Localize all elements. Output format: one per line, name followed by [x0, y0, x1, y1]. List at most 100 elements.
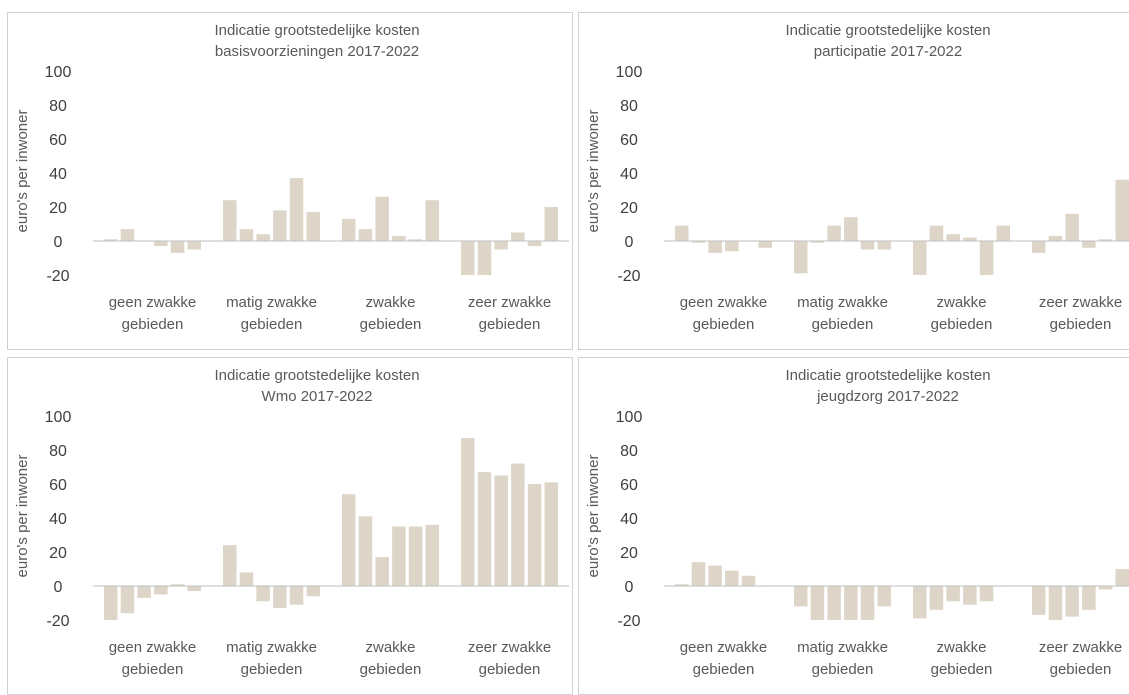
- participatie-bar-2-0: [913, 241, 927, 275]
- wmo-bar-0-3: [154, 586, 168, 595]
- jeugdzorg-y-tick-0: 0: [625, 579, 634, 596]
- wmo-category-label-3-1: gebieden: [479, 661, 541, 678]
- basisvoorzieningen-y-tick--20: -20: [46, 268, 69, 285]
- jeugdzorg-bar-2-0: [913, 586, 927, 618]
- basisvoorzieningen-category-label-2-0: zwakke: [365, 294, 415, 311]
- basisvoorzieningen-bar-2-3: [392, 236, 406, 241]
- participatie-y-tick-0: 0: [625, 234, 634, 251]
- wmo-y-tick--20: -20: [46, 613, 69, 630]
- wmo-y-axis-label: euro's per inwoner: [14, 455, 31, 578]
- participatie-bar-2-3: [963, 238, 977, 241]
- jeugdzorg-bar-3-0: [1032, 586, 1046, 615]
- basisvoorzieningen-bar-3-3: [511, 233, 524, 242]
- chart-panel-jeugdzorg: Indicatie grootstedelijke kosten jeugdzor…: [578, 357, 1129, 695]
- jeugdzorg-category-label-0-1: gebieden: [693, 661, 755, 678]
- participatie-y-tick-80: 80: [620, 98, 638, 115]
- jeugdzorg-bar-2-1: [930, 586, 944, 610]
- basisvoorzieningen-bar-2-0: [342, 219, 356, 241]
- basisvoorzieningen-category-label-0-1: gebieden: [122, 316, 184, 333]
- wmo-bar-3-3: [511, 464, 524, 586]
- basisvoorzieningen-y-tick-100: 100: [45, 64, 72, 81]
- participatie-y-tick-20: 20: [620, 200, 638, 217]
- wmo-y-tick-80: 80: [49, 443, 67, 460]
- participatie-bar-3-2: [1065, 214, 1079, 241]
- participatie-bar-2-4: [980, 241, 994, 275]
- wmo-bar-0-5: [188, 586, 202, 591]
- jeugdzorg-y-tick-80: 80: [620, 443, 638, 460]
- participatie-bar-3-0: [1032, 241, 1046, 253]
- participatie-bar-2-1: [930, 226, 944, 241]
- basisvoorzieningen-category-label-1-0: matig zwakke: [226, 294, 317, 311]
- wmo-bar-0-0: [104, 586, 118, 620]
- wmo-category-label-3-0: zeer zwakke: [468, 639, 551, 656]
- participatie-category-label-2-1: gebieden: [931, 316, 993, 333]
- wmo-bar-2-1: [359, 516, 373, 586]
- basisvoorzieningen-bar-0-4: [171, 241, 185, 253]
- jeugdzorg-bar-1-5: [878, 586, 892, 606]
- jeugdzorg-category-label-0-0: geen zwakke: [680, 639, 768, 656]
- basisvoorzieningen-bar-1-0: [223, 200, 237, 241]
- jeugdzorg-bar-1-4: [861, 586, 875, 620]
- wmo-bar-1-5: [307, 586, 321, 596]
- participatie-category-label-1-0: matig zwakke: [797, 294, 888, 311]
- wmo-bar-3-2: [494, 476, 508, 587]
- jeugdzorg-bar-1-1: [811, 586, 825, 620]
- basisvoorzieningen-bar-0-5: [188, 241, 202, 250]
- jeugdzorg-bar-3-4: [1099, 586, 1113, 589]
- participatie-y-tick--20: -20: [617, 268, 640, 285]
- jeugdzorg-bar-3-3: [1082, 586, 1096, 610]
- basisvoorzieningen-category-label-3-0: zeer zwakke: [468, 294, 551, 311]
- jeugdzorg-category-label-3-1: gebieden: [1050, 661, 1112, 678]
- basisvoorzieningen-bar-1-5: [307, 212, 321, 241]
- wmo-y-tick-40: 40: [49, 511, 67, 528]
- jeugdzorg-bar-0-3: [725, 571, 739, 586]
- wmo-category-label-0-1: gebieden: [122, 661, 184, 678]
- participatie-bar-0-2: [708, 241, 722, 253]
- wmo-bar-0-1: [121, 586, 135, 613]
- participatie-bar-1-0: [794, 241, 808, 273]
- participatie-category-label-0-1: gebieden: [693, 316, 755, 333]
- wmo-title-line-1: Wmo 2017-2022: [262, 388, 373, 405]
- basisvoorzieningen-y-tick-20: 20: [49, 200, 67, 217]
- wmo-bar-2-2: [375, 557, 389, 586]
- basisvoorzieningen-bar-3-4: [528, 241, 542, 246]
- participatie-category-label-0-0: geen zwakke: [680, 294, 768, 311]
- basisvoorzieningen-bar-1-1: [240, 229, 254, 241]
- basisvoorzieningen-y-tick-80: 80: [49, 98, 67, 115]
- jeugdzorg-title-line-1: jeugdzorg 2017-2022: [816, 388, 959, 405]
- participatie-y-tick-60: 60: [620, 132, 638, 149]
- participatie-bar-1-3: [844, 217, 858, 241]
- participatie-bar-1-4: [861, 241, 875, 250]
- basisvoorzieningen-y-tick-0: 0: [54, 234, 63, 251]
- wmo-bar-1-1: [240, 572, 254, 586]
- basisvoorzieningen-bar-2-2: [375, 197, 389, 241]
- basisvoorzieningen-bar-3-2: [494, 241, 508, 250]
- wmo-category-label-0-0: geen zwakke: [109, 639, 197, 656]
- jeugdzorg-y-tick-20: 20: [620, 545, 638, 562]
- chart-participatie: Indicatie grootstedelijke kostenparticip…: [579, 13, 1129, 350]
- jeugdzorg-bar-1-0: [794, 586, 808, 606]
- participatie-title-line-0: Indicatie grootstedelijke kosten: [785, 22, 990, 39]
- wmo-category-label-1-1: gebieden: [241, 661, 303, 678]
- jeugdzorg-y-axis-label: euro's per inwoner: [585, 455, 602, 578]
- participatie-bar-0-0: [675, 226, 689, 241]
- basisvoorzieningen-bar-3-1: [478, 241, 492, 275]
- jeugdzorg-title-line-0: Indicatie grootstedelijke kosten: [785, 367, 990, 384]
- jeugdzorg-category-label-1-1: gebieden: [812, 661, 874, 678]
- basisvoorzieningen-category-label-1-1: gebieden: [241, 316, 303, 333]
- basisvoorzieningen-bar-1-2: [256, 234, 270, 241]
- participatie-y-tick-100: 100: [616, 64, 643, 81]
- participatie-category-label-3-0: zeer zwakke: [1039, 294, 1122, 311]
- participatie-bar-3-5: [1116, 180, 1129, 241]
- participatie-bar-3-1: [1049, 236, 1063, 241]
- wmo-y-tick-100: 100: [45, 409, 72, 426]
- basisvoorzieningen-title-line-1: basisvoorzieningen 2017-2022: [215, 43, 419, 60]
- wmo-y-tick-20: 20: [49, 545, 67, 562]
- jeugdzorg-bar-1-3: [844, 586, 858, 620]
- basisvoorzieningen-y-axis-label: euro's per inwoner: [14, 110, 31, 233]
- participatie-bar-2-5: [997, 226, 1011, 241]
- wmo-bar-2-5: [426, 525, 440, 586]
- basisvoorzieningen-bar-3-0: [461, 241, 475, 275]
